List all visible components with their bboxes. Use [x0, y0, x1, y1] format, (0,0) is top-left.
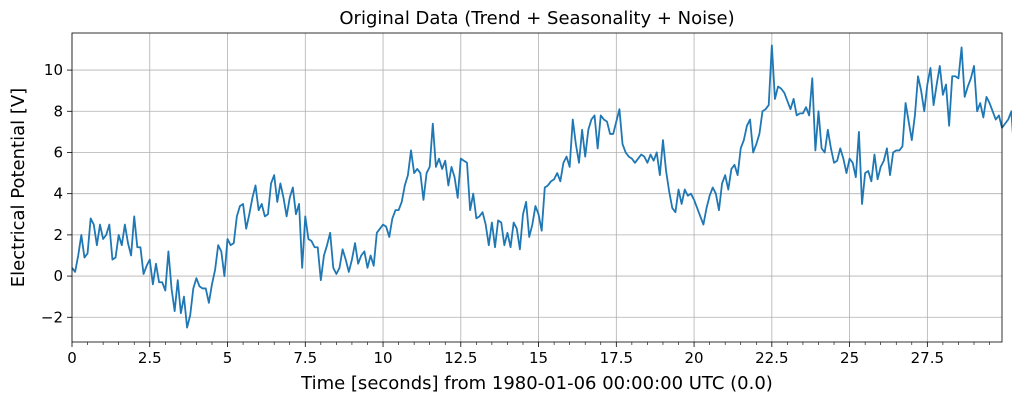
x-axis-title: Time [seconds] from 1980-01-06 00:00:00 …: [300, 373, 773, 394]
series-line: [71, 44, 1012, 329]
y-axis: −2 0 2 4 6 8 10: [41, 61, 72, 326]
x-tick-label: 7.5: [293, 349, 317, 367]
x-tick-label: 27.5: [911, 349, 944, 367]
grid-lines: [71, 33, 1002, 342]
y-tick-label: 10: [44, 61, 63, 79]
y-axis-title: Electrical Potential [V]: [8, 88, 29, 287]
x-tick-label: 2.5: [138, 349, 162, 367]
y-tick-label: 0: [53, 267, 63, 285]
x-axis: 0 2.5 5 7.5 10 12.5 15 17.5 20 22.5 25 27.5: [67, 342, 990, 367]
y-tick-label: −2: [41, 308, 63, 326]
y-tick-label: 4: [53, 185, 63, 203]
plot-frame: [71, 32, 1003, 343]
x-tick-label: 22.5: [755, 349, 788, 367]
y-tick-label: 6: [53, 143, 63, 161]
x-tick-label: 0: [67, 349, 77, 367]
x-tick-label: 10: [373, 349, 392, 367]
x-tick-label: 12.5: [444, 349, 477, 367]
x-tick-label: 17.5: [600, 349, 633, 367]
y-tick-label: 2: [53, 226, 63, 244]
y-tick-label: 8: [53, 102, 63, 120]
x-tick-label: 25: [840, 349, 859, 367]
x-tick-label: 20: [685, 349, 704, 367]
x-tick-label: 5: [223, 349, 233, 367]
series-group: [71, 44, 1012, 329]
chart-title: Original Data (Trend + Seasonality + Noi…: [339, 8, 734, 29]
x-tick-label: 15: [529, 349, 548, 367]
